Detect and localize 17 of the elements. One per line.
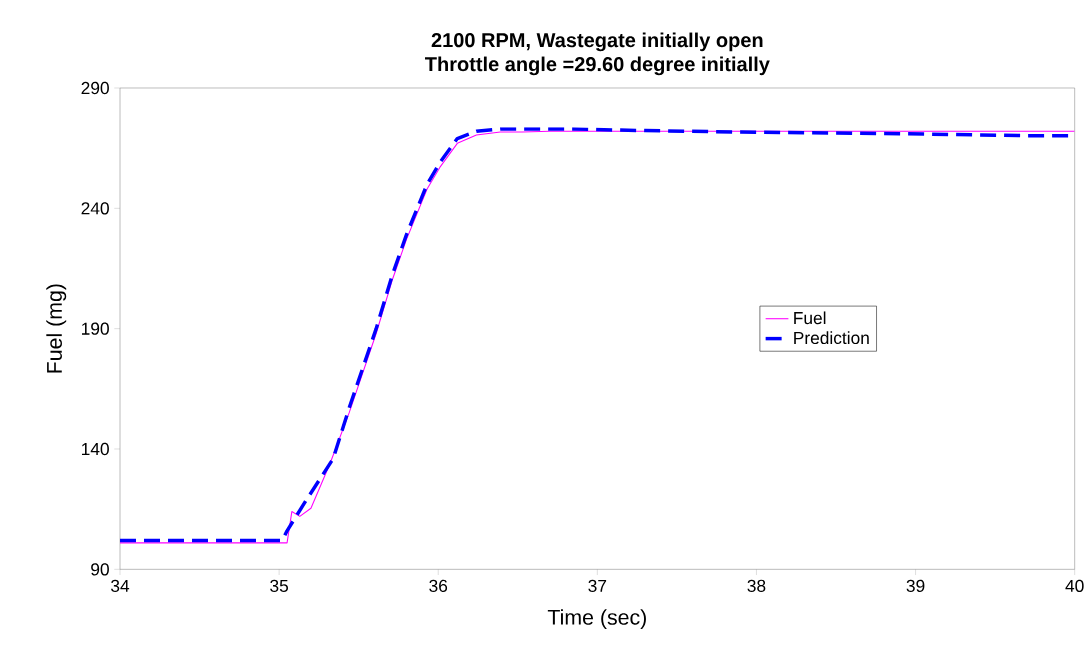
chart-title: 2100 RPM, Wastegate initially open Throttle angle =29.60 degree initially: [425, 32, 770, 76]
y-tick-label: 90: [91, 563, 109, 576]
x-axis-title: Time (sec): [547, 609, 646, 630]
y-tick-label: 290: [81, 81, 109, 95]
x-tick-label: 35: [270, 579, 289, 593]
y-tick-label: 190: [82, 322, 109, 335]
x-tick-label: 38: [747, 579, 766, 593]
x-tick-label: 39: [906, 579, 925, 593]
x-tick-label: 37: [588, 579, 607, 593]
y-tick-label: 240: [81, 202, 109, 215]
x-tick-label: 40: [1065, 579, 1084, 593]
y-axis-title: Fuel (mg): [46, 284, 67, 373]
x-tick-label: 34: [111, 579, 130, 593]
y-tick-label: 140: [82, 442, 109, 456]
x-tick-label: 36: [429, 579, 448, 593]
legend-label: Prediction: [794, 331, 869, 345]
legend-label: Fuel: [794, 311, 826, 325]
